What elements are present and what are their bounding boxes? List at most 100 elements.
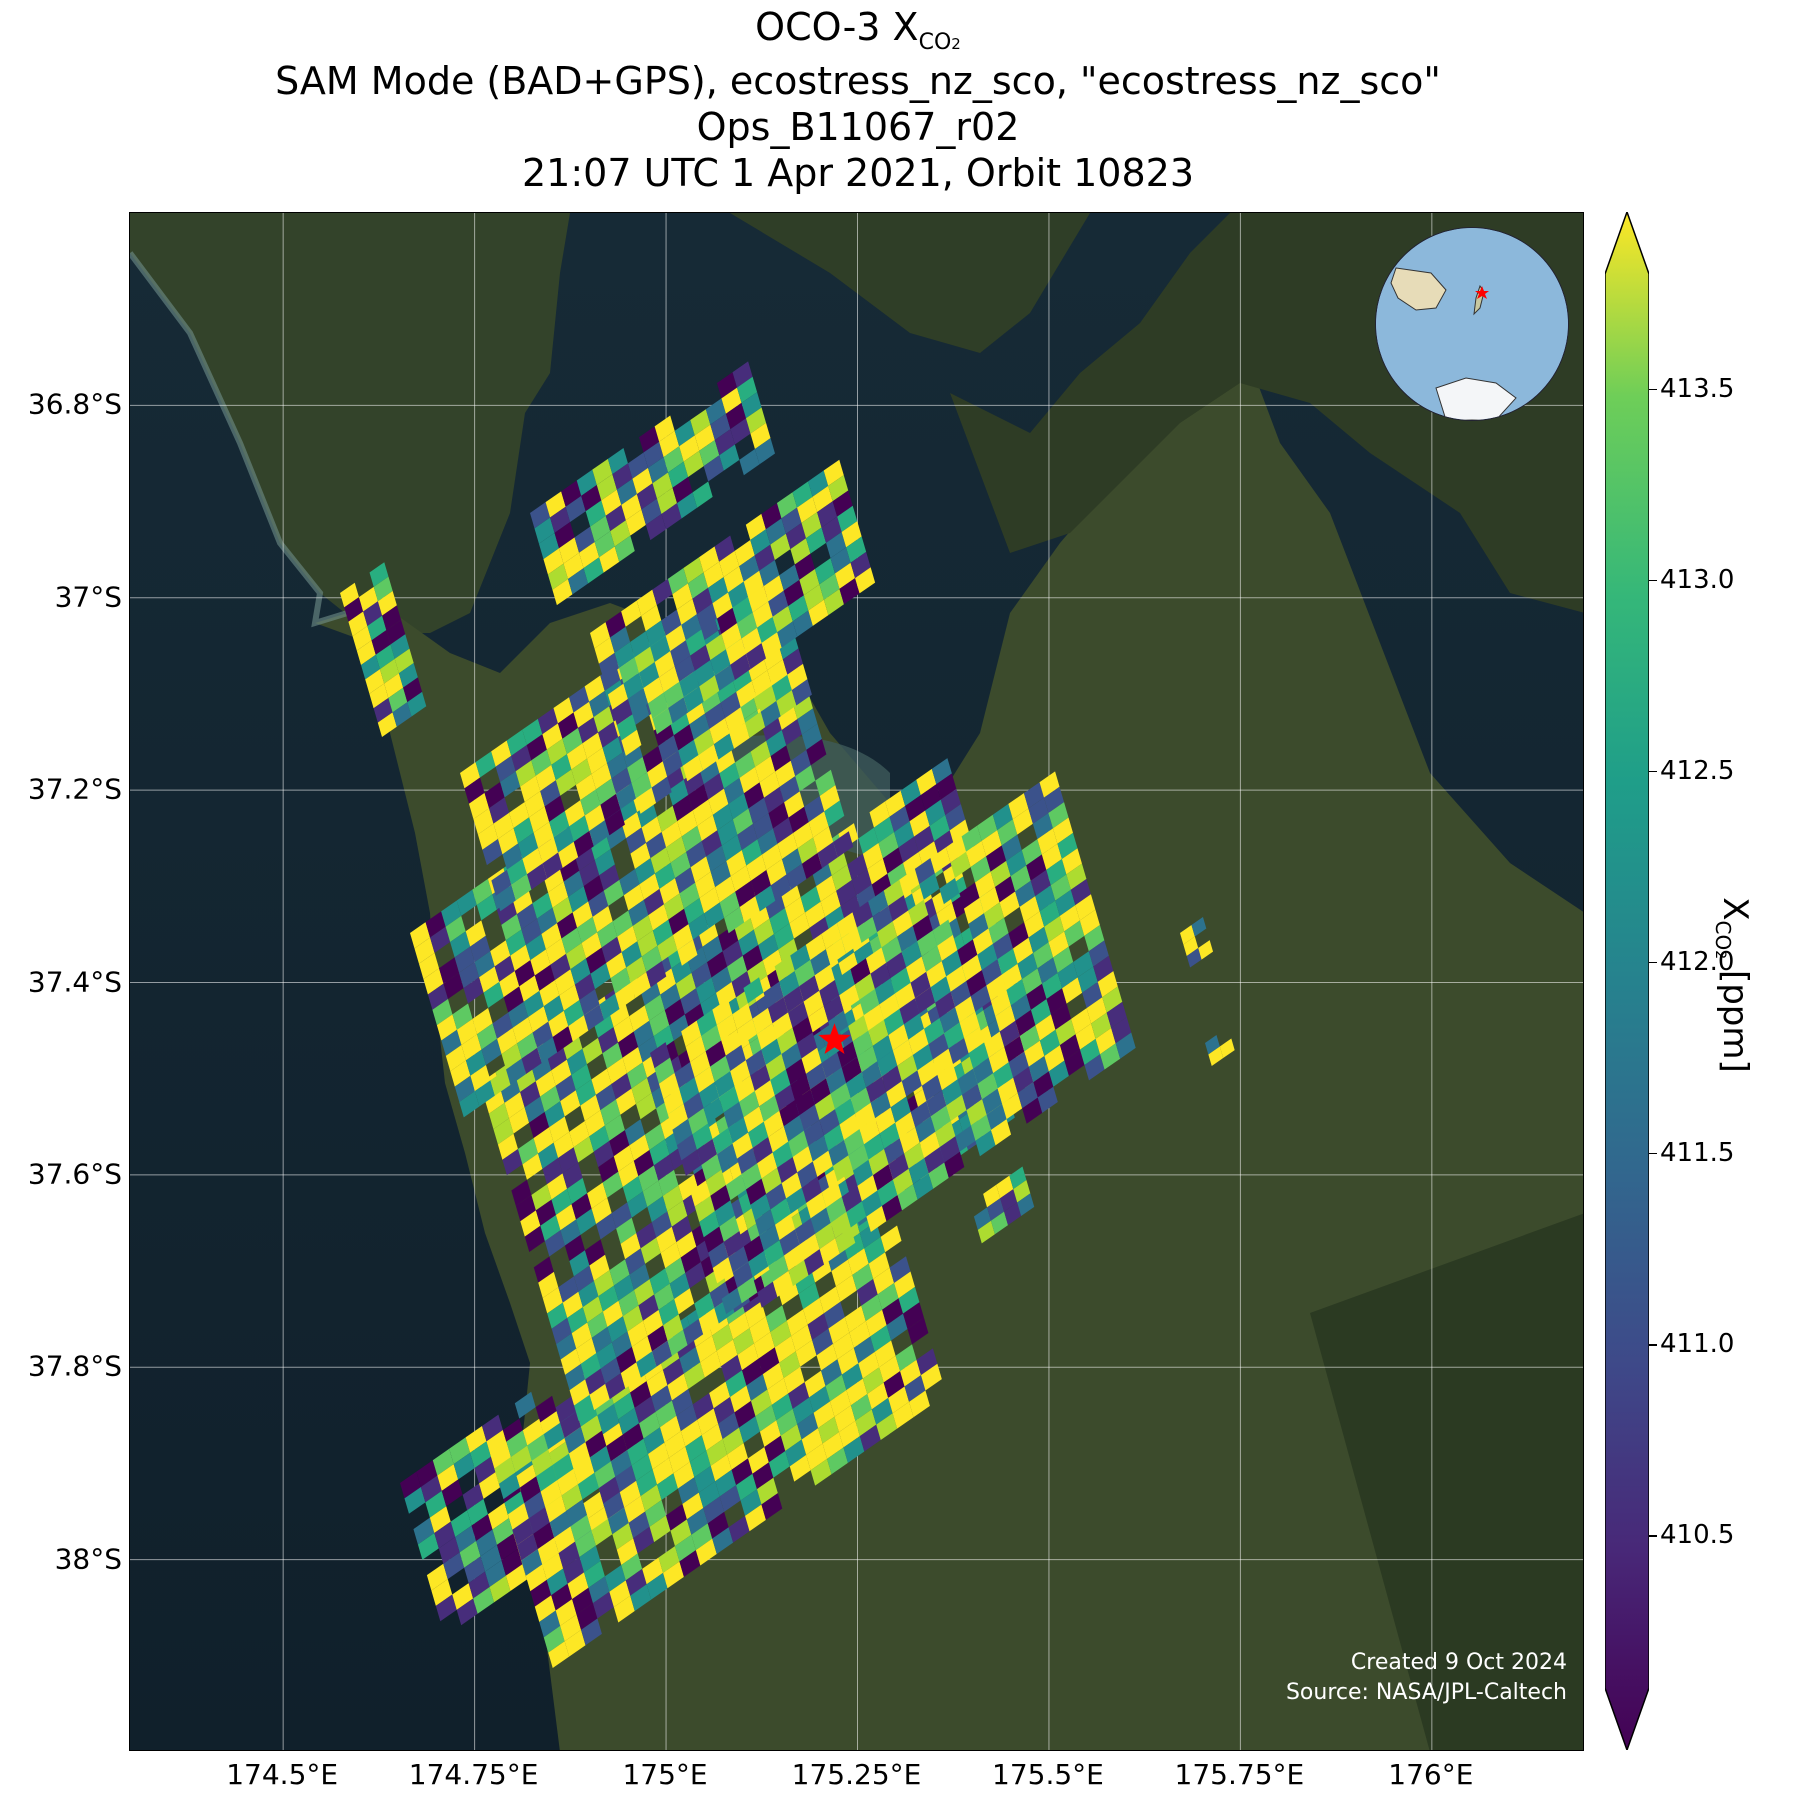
sounding-cell	[1057, 832, 1078, 860]
sounding-cell	[454, 1075, 475, 1102]
sounding-cell	[375, 644, 395, 670]
sounding-cell	[573, 830, 594, 858]
sounding-cell	[770, 874, 791, 901]
sounding-cell	[820, 890, 841, 918]
sounding-cell	[816, 875, 837, 902]
sounding-cell	[512, 887, 533, 915]
sounding-cell	[662, 1358, 684, 1386]
sounding-cell	[498, 1472, 520, 1500]
sounding-cell	[543, 1625, 565, 1653]
sounding-cell	[491, 740, 512, 767]
sounding-cell	[743, 1106, 764, 1133]
sounding-cell	[806, 1192, 827, 1219]
sounding-cell	[871, 1397, 893, 1425]
sounding-cell	[493, 1118, 514, 1145]
sounding-cell	[716, 1339, 738, 1367]
sounding-cell	[735, 751, 756, 778]
sounding-cell	[591, 1518, 613, 1546]
sounding-cell	[553, 1131, 574, 1159]
sounding-cell	[454, 946, 475, 973]
sounding-cell	[997, 1077, 1018, 1104]
sounding-cell	[714, 429, 735, 456]
sounding-cell	[1002, 1092, 1023, 1120]
sounding-cell	[809, 917, 830, 944]
sounding-cell	[581, 932, 602, 959]
sounding-cell	[950, 980, 971, 1008]
sounding-cell	[838, 952, 859, 979]
sounding-cell	[416, 1460, 438, 1487]
sounding-cell	[852, 1159, 873, 1186]
sounding-cell	[738, 929, 759, 956]
sounding-cell	[742, 944, 763, 972]
sounding-cell	[766, 729, 787, 757]
sounding-cell	[830, 1212, 851, 1239]
sounding-cell	[753, 1332, 775, 1359]
sounding-cell	[754, 1080, 775, 1107]
sounding-cell	[1051, 1003, 1072, 1030]
sounding-cell	[484, 1087, 505, 1114]
sounding-cell	[631, 1453, 653, 1481]
target-star-icon	[818, 1023, 851, 1054]
sounding-cell	[730, 1060, 751, 1087]
sounding-cell	[590, 622, 611, 649]
sounding-cell	[642, 1557, 664, 1585]
sounding-cell	[707, 951, 728, 978]
sounding-cell	[928, 1162, 949, 1189]
sounding-cell	[450, 1060, 471, 1087]
sounding-cell	[598, 1476, 620, 1504]
sounding-cell	[721, 623, 742, 650]
sounding-cell	[552, 896, 573, 924]
sounding-cell	[771, 674, 792, 701]
sounding-cell	[857, 1175, 878, 1202]
sounding-cell	[762, 1362, 784, 1390]
sounding-cell	[561, 1484, 583, 1511]
sounding-cell	[704, 902, 725, 929]
sounding-cell	[901, 941, 922, 968]
sounding-cell	[662, 1185, 683, 1212]
sounding-cell	[731, 1458, 753, 1486]
sounding-cell	[627, 688, 649, 715]
sounding-cell	[552, 1026, 573, 1053]
sounding-cell	[865, 947, 887, 974]
sounding-cell	[641, 945, 662, 972]
sounding-cell	[450, 1510, 472, 1537]
sounding-cell	[817, 501, 838, 528]
sounding-cell	[1055, 889, 1076, 916]
sounding-cell	[861, 1190, 882, 1217]
sounding-cell	[677, 939, 698, 966]
sounding-cell	[627, 452, 649, 479]
sounding-cell	[712, 592, 733, 619]
colorbar-tick-label: 411.5	[1660, 1137, 1735, 1168]
sounding-cell	[886, 951, 907, 979]
sounding-cell	[691, 1523, 713, 1551]
sounding-cell	[736, 681, 757, 708]
sounding-cell	[613, 1595, 635, 1623]
antarctica-shape	[1435, 377, 1517, 420]
sounding-cell	[574, 973, 596, 1000]
sounding-cell	[823, 1124, 844, 1151]
sounding-cell	[659, 430, 680, 458]
sounding-cell	[570, 1514, 592, 1542]
sounding-cell	[530, 1579, 552, 1607]
sounding-cell	[687, 946, 708, 973]
sounding-cell	[567, 568, 589, 595]
sounding-cell	[839, 1113, 860, 1140]
sounding-cell	[607, 683, 628, 710]
sounding-cell	[694, 660, 715, 687]
sounding-cell	[759, 771, 780, 798]
sounding-cell	[825, 938, 846, 965]
sounding-cell	[864, 1236, 886, 1264]
sounding-cell	[734, 1075, 755, 1102]
sounding-cell	[509, 1107, 530, 1134]
sounding-cell	[465, 1426, 487, 1453]
sounding-cell	[672, 1118, 693, 1146]
sounding-cell	[648, 692, 669, 719]
sounding-cell	[749, 903, 770, 930]
sounding-cell	[1088, 940, 1109, 967]
sounding-cell	[734, 540, 755, 567]
sounding-cell	[674, 655, 695, 682]
sounding-cell	[1208, 1046, 1224, 1067]
sounding-cell	[614, 535, 635, 562]
sounding-cell	[571, 1193, 592, 1220]
sounding-cell	[616, 714, 637, 741]
